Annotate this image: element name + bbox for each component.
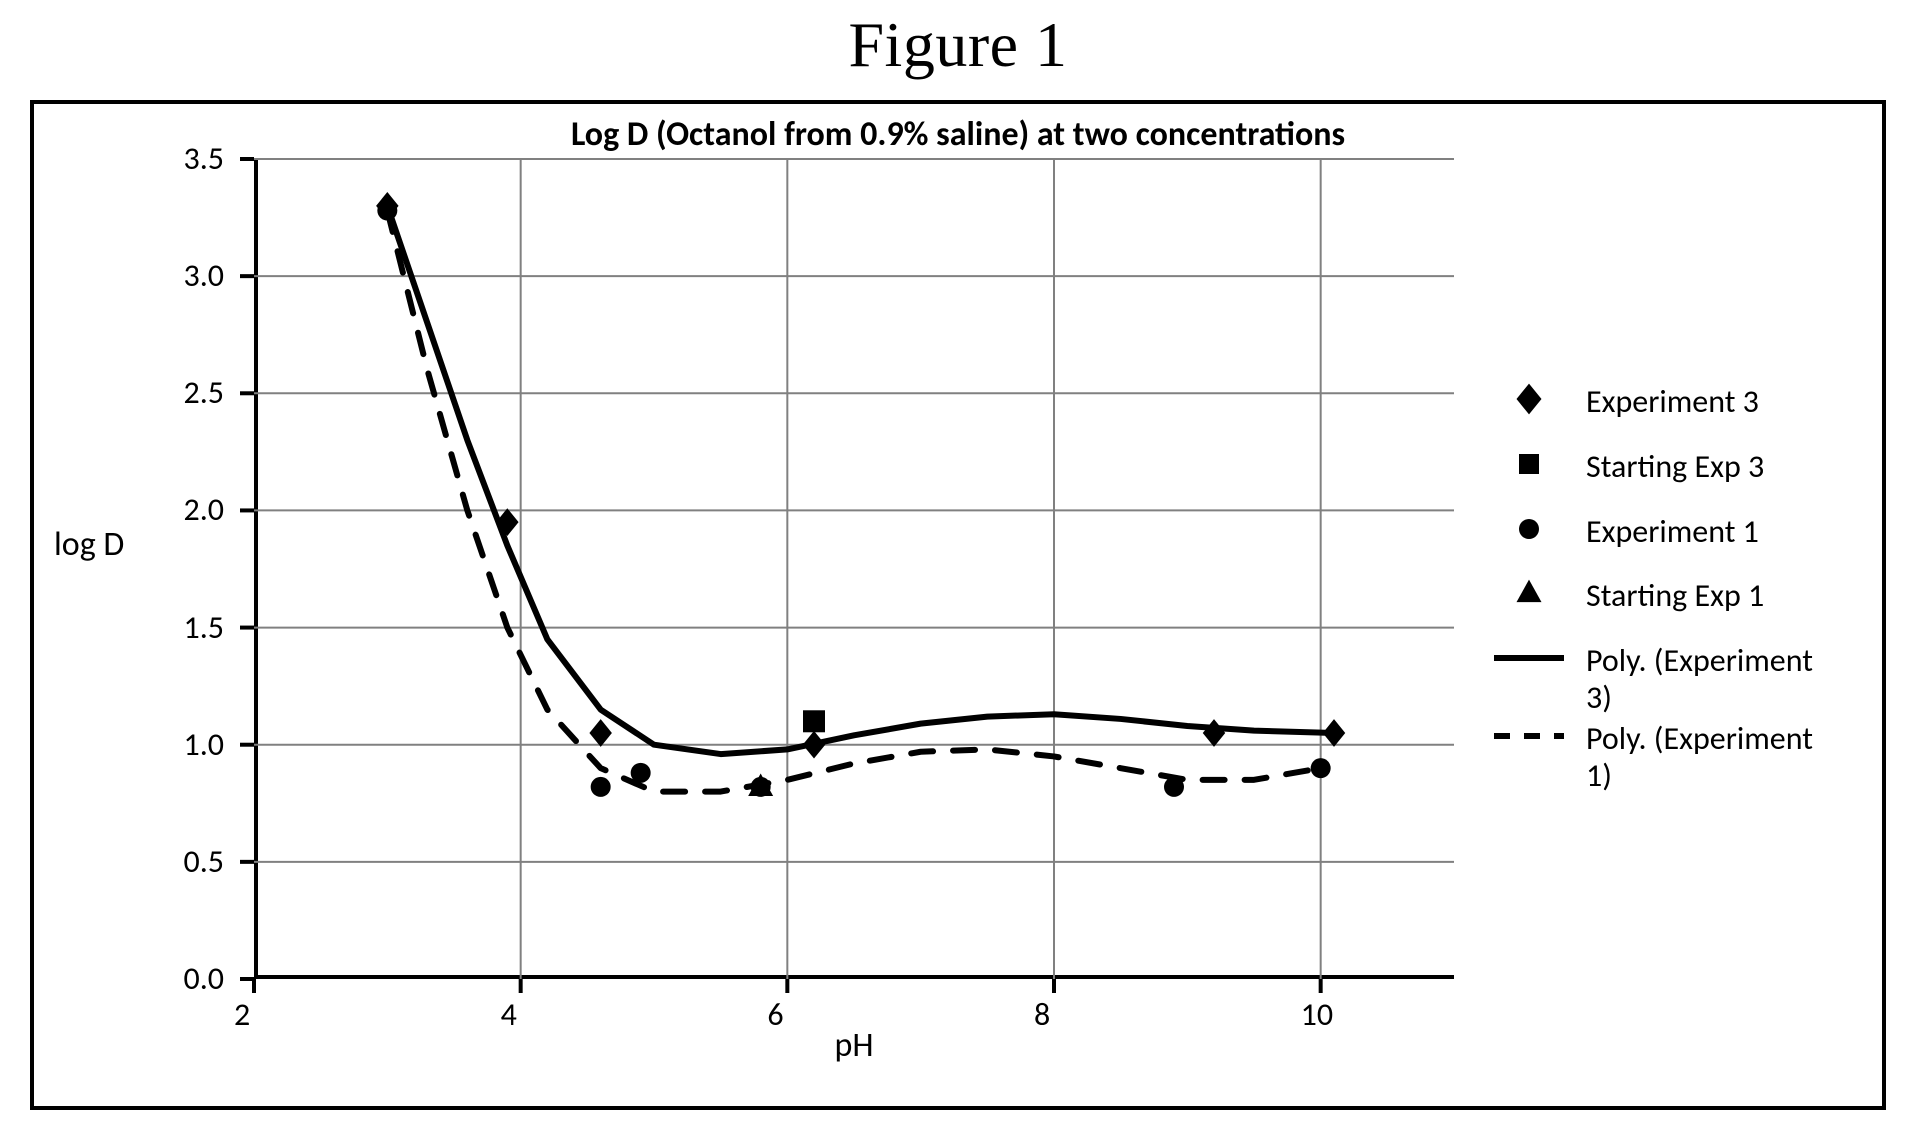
legend-label: Starting Exp 1 bbox=[1586, 578, 1764, 615]
legend-label: Poly. (Experiment 1) bbox=[1586, 721, 1846, 795]
data-point bbox=[803, 731, 826, 759]
legend-item: Starting Exp 3 bbox=[1494, 449, 1846, 486]
x-tick-label: 6 bbox=[767, 995, 783, 1034]
legend: Experiment 3 Starting Exp 3 Experiment 1 St… bbox=[1494, 384, 1846, 798]
data-point bbox=[1311, 758, 1331, 778]
legend-swatch bbox=[1494, 578, 1564, 608]
data-point bbox=[631, 763, 651, 783]
legend-label: Starting Exp 3 bbox=[1586, 449, 1764, 486]
legend-swatch bbox=[1494, 643, 1564, 673]
y-tick-label: 2.5 bbox=[144, 373, 224, 412]
y-tick-label: 1.0 bbox=[144, 725, 224, 764]
x-axis-title: pH bbox=[254, 1025, 1454, 1066]
y-tick-label: 0.0 bbox=[144, 959, 224, 998]
chart-outer-frame: Log D (Octanol from 0.9% saline) at two … bbox=[30, 100, 1886, 1110]
data-point bbox=[803, 710, 825, 732]
chart: Log D (Octanol from 0.9% saline) at two … bbox=[34, 104, 1882, 1106]
legend-label: Experiment 3 bbox=[1586, 384, 1759, 421]
legend-label: Experiment 1 bbox=[1586, 514, 1759, 551]
x-tick-label: 2 bbox=[234, 995, 250, 1034]
legend-item: Poly. (Experiment 3) bbox=[1494, 643, 1846, 717]
legend-item: Experiment 1 bbox=[1494, 514, 1846, 551]
y-tick-label: 1.5 bbox=[144, 608, 224, 647]
data-point bbox=[1203, 719, 1226, 747]
data-point bbox=[1323, 719, 1346, 747]
legend-item: Starting Exp 1 bbox=[1494, 578, 1846, 615]
data-point bbox=[589, 719, 612, 747]
x-tick-label: 10 bbox=[1301, 995, 1333, 1034]
legend-swatch bbox=[1494, 514, 1564, 544]
legend-label: Poly. (Experiment 3) bbox=[1586, 643, 1846, 717]
legend-swatch bbox=[1494, 449, 1564, 479]
legend-item: Poly. (Experiment 1) bbox=[1494, 721, 1846, 795]
y-tick-label: 3.5 bbox=[144, 139, 224, 178]
data-point bbox=[377, 201, 397, 221]
trendline bbox=[387, 211, 1320, 792]
x-tick-label: 8 bbox=[1034, 995, 1050, 1034]
page: Figure 1 Log D (Octanol from 0.9% saline… bbox=[0, 0, 1916, 1140]
y-tick-label: 0.5 bbox=[144, 842, 224, 881]
x-tick-label: 4 bbox=[501, 995, 517, 1034]
legend-swatch bbox=[1494, 721, 1564, 751]
data-point bbox=[591, 777, 611, 797]
legend-swatch bbox=[1494, 384, 1564, 414]
data-point bbox=[1164, 777, 1184, 797]
y-tick-label: 2.0 bbox=[144, 490, 224, 529]
figure-label: Figure 1 bbox=[0, 0, 1916, 82]
legend-item: Experiment 3 bbox=[1494, 384, 1846, 421]
y-tick-label: 3.0 bbox=[144, 256, 224, 295]
